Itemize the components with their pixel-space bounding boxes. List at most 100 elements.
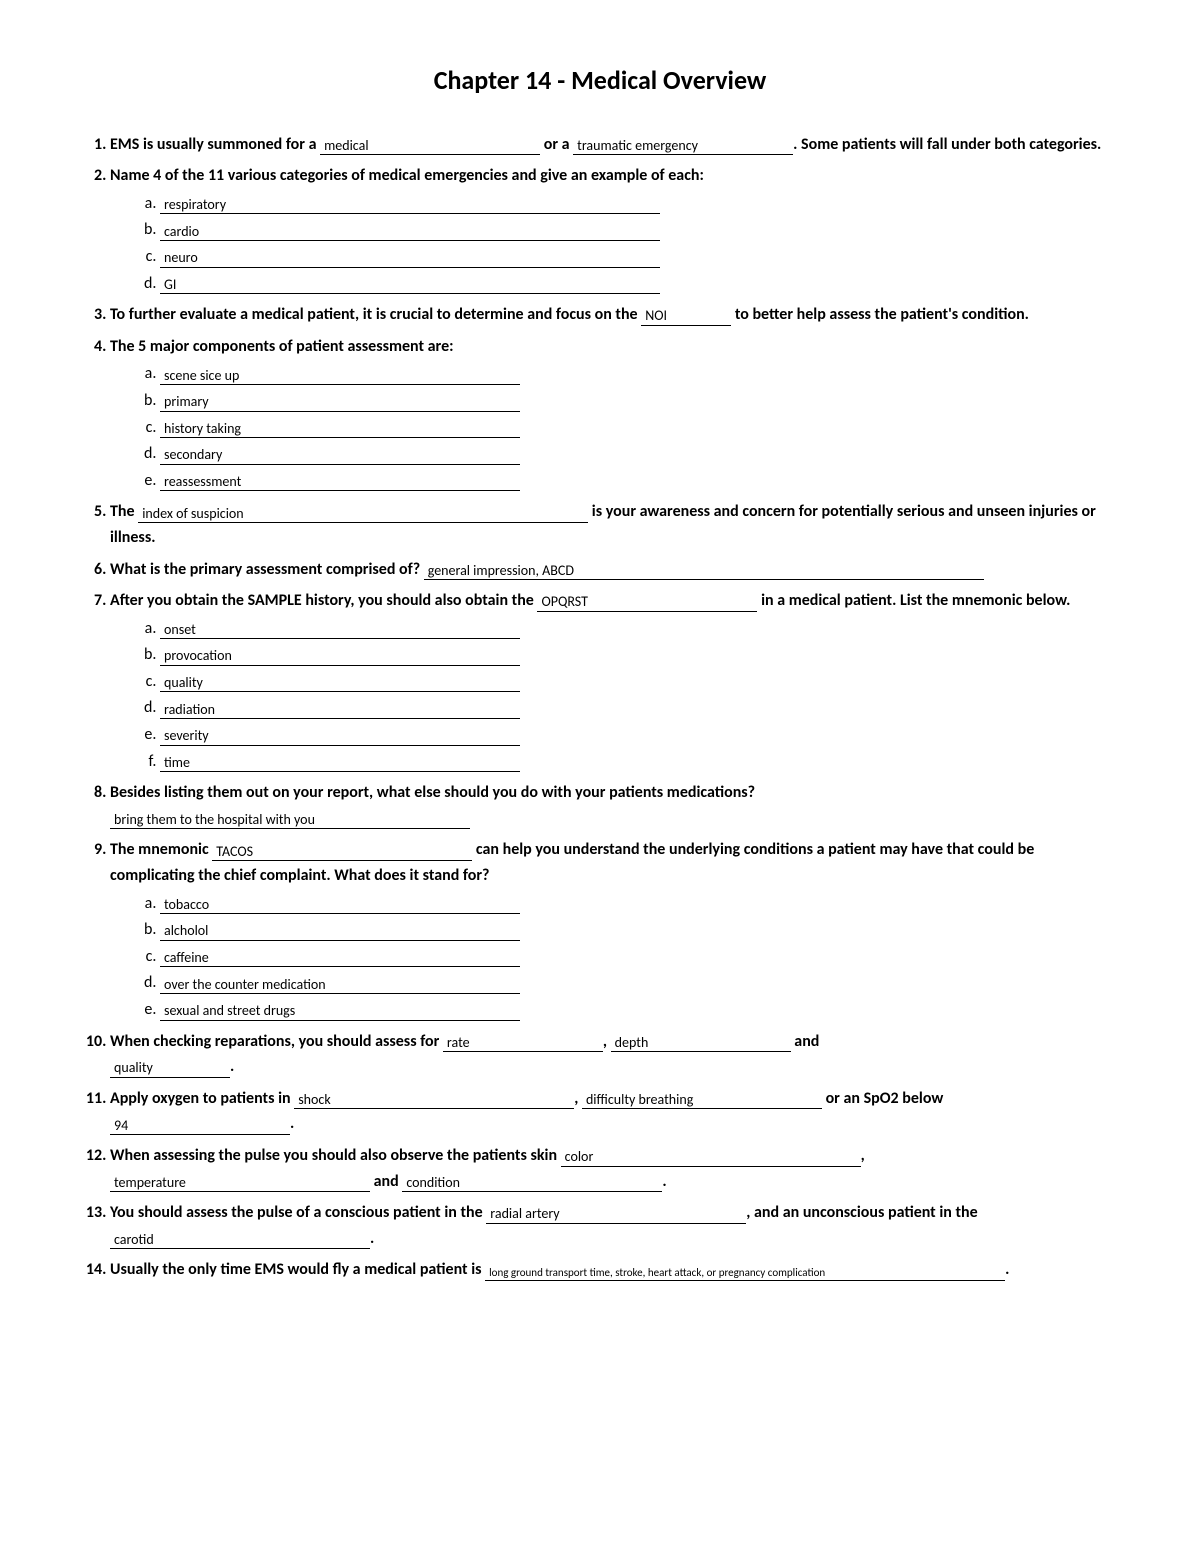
q13-blank-2[interactable]: carotid [110, 1232, 370, 1249]
q2-blank-b[interactable]: cardio [160, 224, 660, 241]
q11-text-2: , [574, 1089, 582, 1108]
q2-item-b: cardio [160, 217, 1120, 243]
q9-item-b: alcholol [160, 917, 1120, 943]
q7-blank-e[interactable]: severity [160, 728, 520, 745]
q7-item-e: severity [160, 722, 1120, 748]
q7-item-d: radiation [160, 695, 1120, 721]
q7-blank-1[interactable]: OPQRST [537, 594, 757, 611]
q10-text-2: , [603, 1032, 611, 1051]
q1-text-3: . Some patients will fall under both cat… [793, 135, 1101, 154]
q2-item-d: GI [160, 271, 1120, 297]
q7-blank-b[interactable]: provocation [160, 648, 520, 665]
q4-item-b: primary [160, 388, 1120, 414]
q3-text-1: To further evaluate a medical patient, i… [110, 305, 641, 324]
q3-text-2: to better help assess the patient's cond… [731, 305, 1029, 324]
page-title: Chapter 14 - Medical Overview [80, 60, 1120, 102]
q2-sublist: respiratory cardio neuro GI [110, 191, 1120, 296]
question-8: Besides listing them out on your report,… [110, 780, 1120, 831]
q7-blank-d[interactable]: radiation [160, 702, 520, 719]
q9-blank-d[interactable]: over the counter medication [160, 977, 520, 994]
question-11: Apply oxygen to patients in shock, diffi… [110, 1086, 1120, 1137]
q12-text-3: and [370, 1172, 402, 1191]
q9-blank-b[interactable]: alcholol [160, 923, 520, 940]
q4-blank-d[interactable]: secondary [160, 447, 520, 464]
q10-text-3: and [791, 1032, 820, 1051]
q10-text-1: When checking reparations, you should as… [110, 1032, 443, 1051]
q2-text: Name 4 of the 11 various categories of m… [110, 166, 704, 185]
q7-blank-a[interactable]: onset [160, 622, 520, 639]
q11-blank-1[interactable]: shock [294, 1092, 574, 1109]
q13-text-1: You should assess the pulse of a conscio… [110, 1203, 486, 1222]
q10-blank-1[interactable]: rate [443, 1035, 603, 1052]
q12-text-2: , [861, 1146, 865, 1165]
question-14: Usually the only time EMS would fly a me… [110, 1257, 1120, 1283]
q14-text-2: . [1005, 1260, 1009, 1279]
question-2: Name 4 of the 11 various categories of m… [110, 163, 1120, 296]
q9-blank-a[interactable]: tobacco [160, 897, 520, 914]
question-12: When assessing the pulse you should also… [110, 1143, 1120, 1194]
q9-item-e: sexual and street drugs [160, 997, 1120, 1023]
q6-blank-1[interactable]: general impression, ABCD [424, 563, 984, 580]
q9-blank-e[interactable]: sexual and street drugs [160, 1003, 520, 1020]
q13-text-3: . [370, 1229, 374, 1248]
q3-blank-1[interactable]: NOI [641, 308, 731, 325]
q4-blank-e[interactable]: reassessment [160, 474, 520, 491]
q12-blank-1[interactable]: color [561, 1149, 861, 1166]
q2-blank-a[interactable]: respiratory [160, 197, 660, 214]
q14-blank-1[interactable]: long ground transport time, stroke, hear… [485, 1267, 1005, 1281]
question-10: When checking reparations, you should as… [110, 1029, 1120, 1080]
q2-item-c: neuro [160, 244, 1120, 270]
q7-item-f: time [160, 749, 1120, 775]
q4-item-c: history taking [160, 415, 1120, 441]
q7-text-2: in a medical patient. List the mnemonic … [757, 591, 1070, 610]
q13-blank-1[interactable]: radial artery [486, 1206, 746, 1223]
q9-item-d: over the counter medication [160, 970, 1120, 996]
q10-blank-2[interactable]: depth [611, 1035, 791, 1052]
q9-item-a: tobacco [160, 891, 1120, 917]
q10-text-4: . [230, 1057, 234, 1076]
question-13: You should assess the pulse of a conscio… [110, 1200, 1120, 1251]
q9-blank-1[interactable]: TACOS [212, 844, 472, 861]
question-6: What is the primary assessment comprised… [110, 557, 1120, 583]
q1-blank-1[interactable]: medical [320, 138, 540, 155]
q7-item-a: onset [160, 616, 1120, 642]
q1-text-2: or a [540, 135, 573, 154]
question-4: The 5 major components of patient assess… [110, 334, 1120, 494]
q2-item-a: respiratory [160, 191, 1120, 217]
q4-blank-a[interactable]: scene sice up [160, 368, 520, 385]
question-1: EMS is usually summoned for a medical or… [110, 132, 1120, 158]
q9-sublist: tobacco alcholol caffeine over the count… [110, 891, 1120, 1023]
question-3: To further evaluate a medical patient, i… [110, 302, 1120, 328]
q2-blank-c[interactable]: neuro [160, 250, 660, 267]
q4-text: The 5 major components of patient assess… [110, 337, 454, 356]
q4-blank-b[interactable]: primary [160, 394, 520, 411]
q9-item-c: caffeine [160, 944, 1120, 970]
q12-blank-2[interactable]: temperature [110, 1175, 370, 1192]
q7-item-b: provocation [160, 642, 1120, 668]
q4-sublist: scene sice up primary history taking sec… [110, 361, 1120, 493]
q10-blank-3[interactable]: quality [110, 1060, 230, 1077]
q9-blank-c[interactable]: caffeine [160, 950, 520, 967]
q12-blank-3[interactable]: condition [402, 1175, 662, 1192]
q7-blank-f[interactable]: time [160, 755, 520, 772]
q7-blank-c[interactable]: quality [160, 675, 520, 692]
q14-text-1: Usually the only time EMS would fly a me… [110, 1260, 485, 1279]
q11-blank-3[interactable]: 94 [110, 1118, 290, 1135]
q7-item-c: quality [160, 669, 1120, 695]
q12-text-1: When assessing the pulse you should also… [110, 1146, 561, 1165]
q8-blank-1[interactable]: bring them to the hospital with you [110, 812, 470, 829]
q5-blank-1[interactable]: index of suspicion [138, 506, 588, 523]
q1-text-1: EMS is usually summoned for a [110, 135, 320, 154]
q7-sublist: onset provocation quality radiation seve… [110, 616, 1120, 775]
question-5: The index of suspicion is your awareness… [110, 499, 1120, 550]
q2-blank-d[interactable]: GI [160, 277, 660, 294]
q5-text-1: The [110, 502, 138, 521]
q11-blank-2[interactable]: difficulty breathing [582, 1092, 822, 1109]
q1-blank-2[interactable]: traumatic emergency [573, 138, 793, 155]
question-list: EMS is usually summoned for a medical or… [80, 132, 1120, 1283]
q4-item-a: scene sice up [160, 361, 1120, 387]
q6-text-1: What is the primary assessment comprised… [110, 560, 424, 579]
q4-blank-c[interactable]: history taking [160, 421, 520, 438]
q11-text-4: . [290, 1114, 294, 1133]
q4-item-d: secondary [160, 441, 1120, 467]
